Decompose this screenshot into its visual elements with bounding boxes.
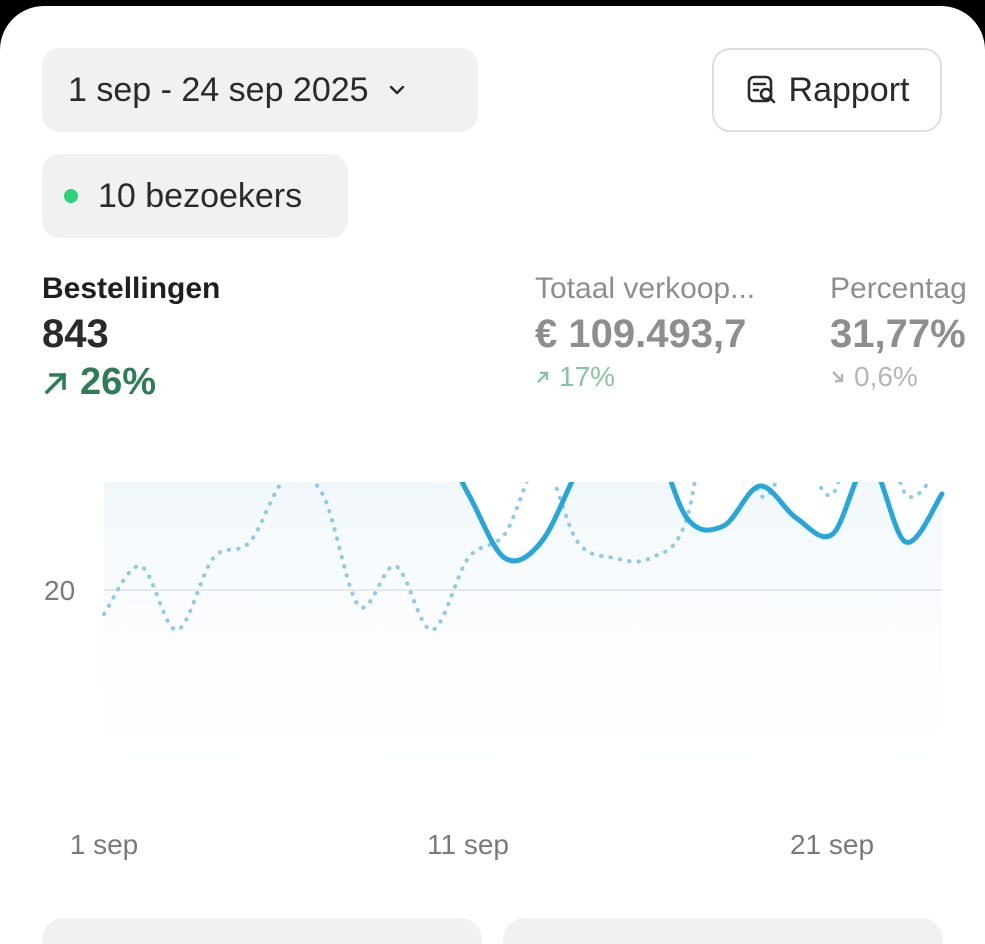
live-status-dot	[64, 189, 78, 203]
metric-percentage-value: 31,77%	[830, 312, 966, 356]
report-button[interactable]: Rapport	[712, 48, 942, 132]
metric-orders-delta: 26%	[42, 361, 220, 404]
metric-total-sales-label: Totaal verkoop...	[535, 272, 756, 305]
arrow-down-right-icon	[832, 371, 844, 383]
metric-orders-value: 843	[42, 312, 109, 356]
metric-total-sales[interactable]: Totaal verkoop... € 109.493,7 17%	[535, 272, 755, 393]
report-search-icon	[747, 75, 775, 104]
arrow-up-right-icon	[537, 371, 549, 383]
metric-total-sales-value: € 109.493,7	[535, 312, 747, 356]
x-tick-label: 1 sep	[70, 829, 139, 860]
chevron-down-icon	[389, 85, 404, 95]
visitors-badge[interactable]: 10 bezoekers	[42, 154, 348, 238]
series-line-current	[459, 482, 945, 564]
metric-orders-label: Bestellingen	[42, 272, 221, 305]
y-tick-label: 20	[44, 575, 75, 606]
x-tick-label: 11 sep	[427, 829, 509, 860]
metric-total-sales-delta: 17%	[535, 361, 755, 393]
metric-percentage-delta: 0,6%	[830, 361, 967, 393]
date-range-selector[interactable]: 1 sep - 24 sep 2025	[42, 48, 478, 132]
date-range-label: 1 sep - 24 sep 2025	[68, 70, 369, 109]
report-button-label: Rapport	[788, 70, 910, 109]
metric-percentage-label: Percentag	[830, 272, 967, 305]
metric-percentage[interactable]: Percentag 31,77% 0,6%	[830, 272, 967, 393]
series-area-current	[104, 482, 942, 812]
metric-orders[interactable]: Bestellingen 843 26%	[42, 272, 220, 404]
summary-card-left[interactable]	[42, 918, 482, 944]
visitors-label: 10 bezoekers	[98, 176, 303, 215]
dashboard-card: 1 sep - 24 sep 2025 Rapport 10 bezoekers…	[0, 6, 985, 944]
metric-percentage-delta-value: 0,6%	[854, 361, 918, 392]
x-tick-label: 21 sep	[790, 829, 874, 860]
summary-card-right[interactable]	[503, 918, 943, 944]
arrow-up-right-icon	[44, 371, 67, 395]
metric-total-sales-delta-value: 17%	[559, 361, 616, 392]
metric-orders-delta-value: 26%	[80, 361, 157, 403]
